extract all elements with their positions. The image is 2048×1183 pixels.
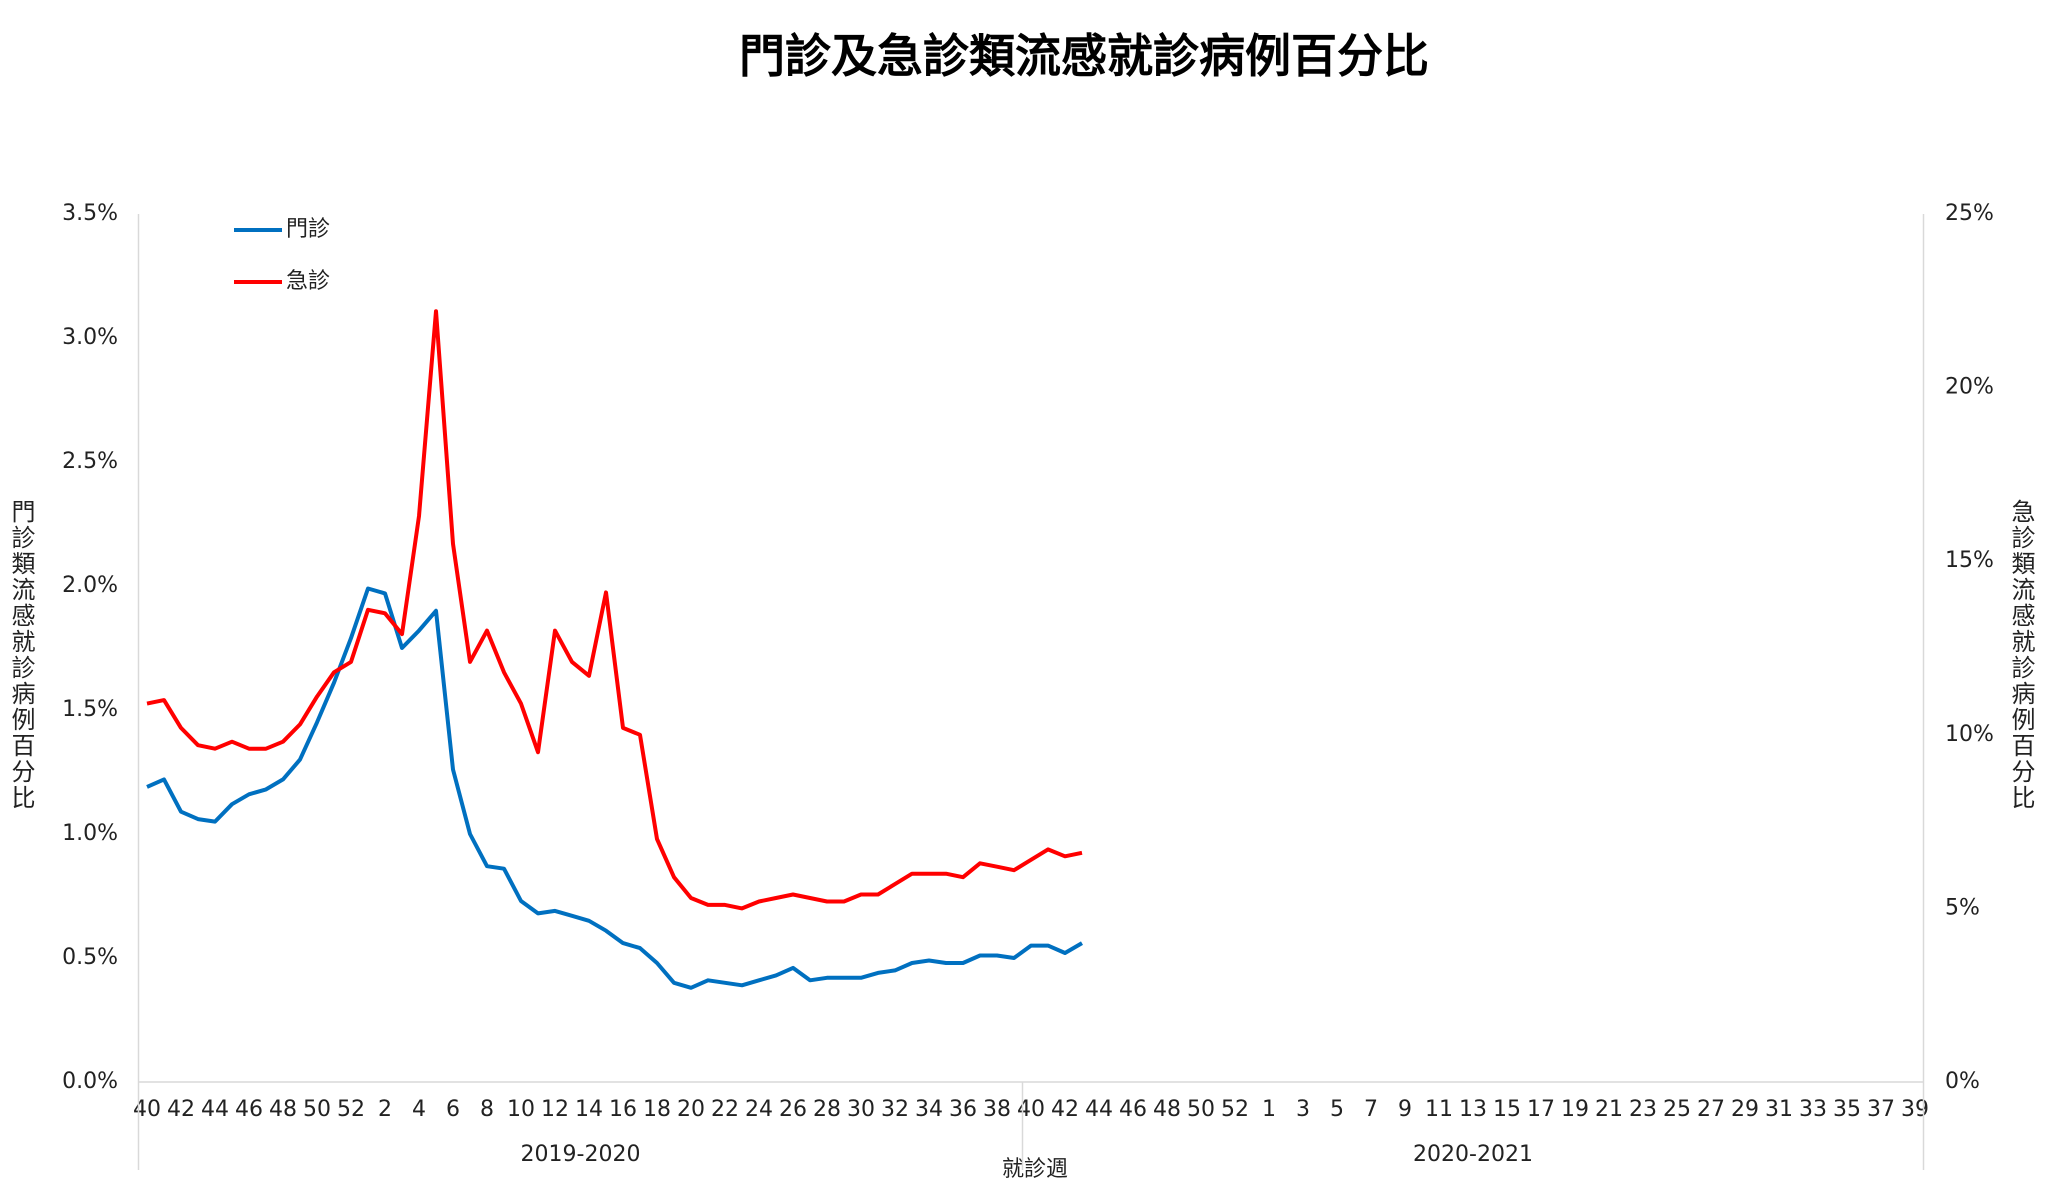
x-tick-label: 15 <box>1493 1097 1521 1122</box>
x-tick-label: 50 <box>1187 1097 1215 1122</box>
y-tick-label: 3.5% <box>62 201 118 226</box>
x-tick-label: 8 <box>480 1097 494 1122</box>
y2-tick-label: 0% <box>1945 1069 1980 1094</box>
y2-tick-label: 15% <box>1945 548 1994 573</box>
legend-label: 急診 <box>286 269 330 294</box>
x-tick-label: 36 <box>949 1097 977 1122</box>
y2-tick-label: 25% <box>1945 201 1994 226</box>
x-group-label: 2019-2020 <box>521 1142 641 1167</box>
x-tick-label: 28 <box>813 1097 841 1122</box>
y-tick-label: 0.0% <box>62 1069 118 1094</box>
y-axis-title: 門診類流感就診病例百分比 <box>7 499 35 811</box>
x-tick-label: 37 <box>1867 1097 1895 1122</box>
x-tick-label: 38 <box>983 1097 1011 1122</box>
x-tick-label: 20 <box>677 1097 705 1122</box>
x-tick-label: 40 <box>133 1097 161 1122</box>
x-tick-label: 11 <box>1425 1097 1453 1122</box>
y-tick-label: 1.5% <box>62 697 118 722</box>
y-tick-label: 0.5% <box>62 945 118 970</box>
x-tick-label: 30 <box>847 1097 875 1122</box>
x-tick-label: 46 <box>235 1097 263 1122</box>
x-tick-label: 4 <box>412 1097 426 1122</box>
x-tick-label: 40 <box>1017 1097 1045 1122</box>
x-tick-label: 13 <box>1459 1097 1487 1122</box>
x-tick-label: 6 <box>446 1097 460 1122</box>
x-tick-label: 2 <box>378 1097 392 1122</box>
x-tick-label: 42 <box>167 1097 195 1122</box>
y-tick-label: 3.0% <box>62 325 118 350</box>
x-tick-label: 22 <box>711 1097 739 1122</box>
data-line <box>146 309 1083 911</box>
x-tick-label: 3 <box>1296 1097 1310 1122</box>
x-tick-label: 46 <box>1119 1097 1147 1122</box>
legend-label: 門診 <box>286 217 330 242</box>
x-tick-label: 24 <box>745 1097 773 1122</box>
y2-axis-title: 急診類流感就診病例百分比 <box>2007 499 2035 811</box>
chart-title: 門診及急診類流感就診病例百分比 <box>739 29 1429 83</box>
x-tick-label: 10 <box>507 1097 535 1122</box>
x-tick-label: 27 <box>1697 1097 1725 1122</box>
x-tick-label: 19 <box>1561 1097 1589 1122</box>
x-tick-label: 50 <box>303 1097 331 1122</box>
x-tick-label: 9 <box>1398 1097 1412 1122</box>
y2-tick-label: 20% <box>1945 375 1994 400</box>
x-tick-label: 42 <box>1051 1097 1079 1122</box>
y2-tick-label: 10% <box>1945 722 1994 747</box>
x-tick-label: 18 <box>643 1097 671 1122</box>
x-tick-label: 21 <box>1595 1097 1623 1122</box>
x-tick-label: 12 <box>541 1097 569 1122</box>
y-tick-label: 2.0% <box>62 573 118 598</box>
x-tick-label: 34 <box>915 1097 943 1122</box>
x-tick-label: 23 <box>1629 1097 1657 1122</box>
x-tick-label: 5 <box>1330 1097 1344 1122</box>
data-line <box>146 586 1084 990</box>
y2-tick-label: 5% <box>1945 895 1980 920</box>
x-group-label: 2020-2021 <box>1413 1142 1533 1167</box>
x-tick-label: 52 <box>337 1097 365 1122</box>
x-tick-label: 35 <box>1833 1097 1861 1122</box>
x-tick-label: 25 <box>1663 1097 1691 1122</box>
x-tick-label: 33 <box>1799 1097 1827 1122</box>
x-tick-label: 48 <box>1153 1097 1181 1122</box>
x-tick-label: 32 <box>881 1097 909 1122</box>
x-tick-label: 16 <box>609 1097 637 1122</box>
x-tick-label: 52 <box>1221 1097 1249 1122</box>
x-tick-label: 29 <box>1731 1097 1759 1122</box>
x-tick-label: 31 <box>1765 1097 1793 1122</box>
x-tick-label: 26 <box>779 1097 807 1122</box>
x-tick-label: 44 <box>1085 1097 1113 1122</box>
x-tick-label: 39 <box>1901 1097 1929 1122</box>
y-tick-label: 1.0% <box>62 821 118 846</box>
x-tick-label: 17 <box>1527 1097 1555 1122</box>
x-tick-label: 44 <box>201 1097 229 1122</box>
x-tick-label: 48 <box>269 1097 297 1122</box>
x-tick-label: 7 <box>1364 1097 1378 1122</box>
y-tick-label: 2.5% <box>62 449 118 474</box>
x-tick-label: 14 <box>575 1097 603 1122</box>
x-tick-label: 1 <box>1262 1097 1276 1122</box>
x-axis-title: 就診週 <box>1002 1157 1068 1182</box>
